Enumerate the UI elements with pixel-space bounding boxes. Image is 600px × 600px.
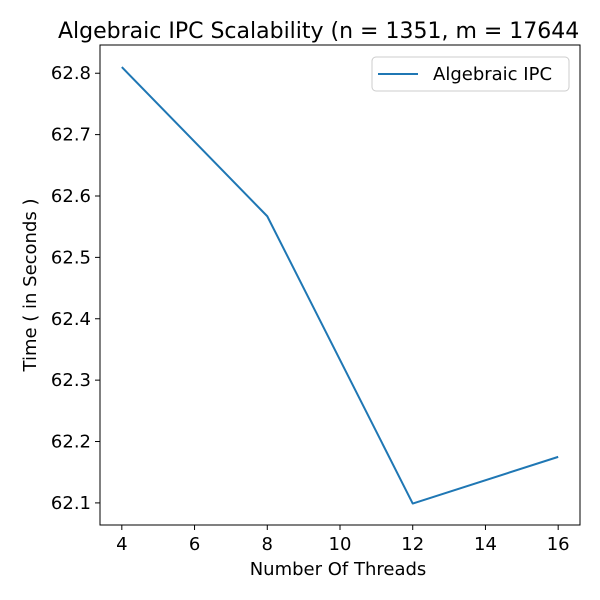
y-tick-label: 62.2 [51, 432, 91, 453]
x-axis-label: Number Of Threads [250, 559, 427, 580]
y-tick-label: 62.8 [51, 63, 91, 84]
x-tick-label: 8 [262, 534, 273, 555]
x-tick-label: 12 [401, 534, 424, 555]
x-axis-ticks: 4 6 8 10 12 14 16 [116, 525, 570, 555]
legend-label-algebraic-ipc: Algebraic IPC [433, 64, 552, 85]
y-axis-label: Time ( in Seconds ) [20, 198, 41, 372]
legend-box [371, 56, 570, 92]
y-tick-label: 62.6 [51, 186, 91, 207]
x-tick-label: 14 [474, 534, 497, 555]
series-layer [121, 66, 559, 505]
x-tick-label: 16 [547, 534, 570, 555]
y-tick-label: 62.4 [51, 309, 91, 330]
series-line-algebraic-ipc [121, 66, 559, 505]
x-tick-label: 10 [329, 534, 352, 555]
y-tick-label: 62.3 [51, 370, 91, 391]
x-tick-label: 4 [116, 534, 127, 555]
plot-area: 4 6 8 10 12 14 16 62.1 62.2 62.3 62.4 62.5 62.6 62.7… [51, 44, 581, 555]
y-tick-label: 62.5 [51, 247, 91, 268]
y-axis-ticks: 62.1 62.2 62.3 62.4 62.5 62.6 62.7 62.8 [51, 63, 100, 514]
y-tick-label: 62.1 [51, 493, 91, 514]
legend: Algebraic IPC [371, 56, 570, 92]
y-tick-label: 62.7 [51, 125, 91, 146]
x-tick-label: 6 [189, 534, 200, 555]
chart-title: Algebraic IPC Scalability (n = 1351, m =… [58, 19, 579, 44]
